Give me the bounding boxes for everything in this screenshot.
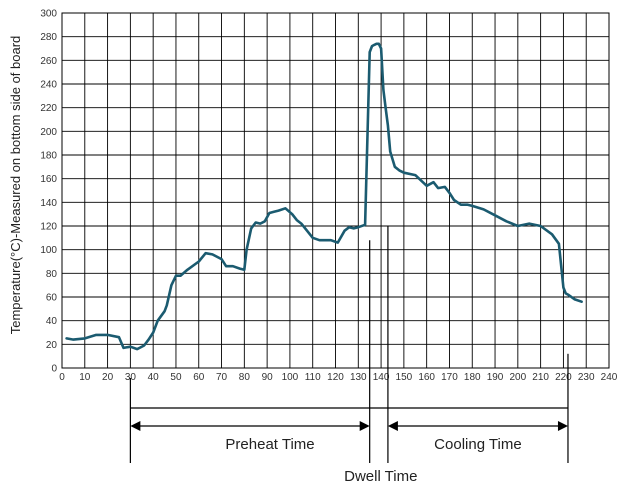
- y-tick-label: 100: [40, 245, 57, 256]
- x-tick-label: 230: [578, 372, 595, 383]
- y-tick-label: 260: [40, 56, 57, 67]
- y-tick-label: 0: [51, 364, 57, 375]
- x-tick-label: 240: [601, 372, 618, 383]
- x-tick-label: 130: [350, 372, 367, 383]
- temperature-profile-line: [65, 42, 583, 351]
- x-tick-label: 90: [262, 372, 274, 383]
- x-tick-label: 140: [373, 372, 390, 383]
- y-tick-label: 180: [40, 151, 57, 162]
- y-tick-label: 40: [46, 316, 58, 327]
- x-tick-label: 80: [239, 372, 251, 383]
- y-tick-label: 60: [46, 293, 58, 304]
- x-tick-label: 180: [464, 372, 481, 383]
- preheat-right-arrowhead: [359, 421, 370, 431]
- x-tick-label: 40: [148, 372, 160, 383]
- y-tick-label: 220: [40, 103, 57, 114]
- x-tick-label: 210: [532, 372, 549, 383]
- preheat-time-label: Preheat Time: [225, 436, 314, 453]
- tick-labels: 0 10 20 30 40 50 60 70 80 90 100 110 120 130 140 150 160…: [40, 9, 617, 384]
- cooling-time-label: Cooling Time: [434, 436, 522, 453]
- x-tick-label: 220: [555, 372, 572, 383]
- plot-area: [61, 12, 610, 369]
- x-tick-label: 120: [327, 372, 344, 383]
- cooling-time-label-bg: [431, 435, 525, 454]
- x-tick-label: 150: [396, 372, 413, 383]
- dwell-time-label-bg: [341, 467, 421, 486]
- y-tick-label: 140: [40, 198, 57, 209]
- dwell-time-label: Dwell Time: [344, 468, 417, 485]
- x-tick-label: 60: [193, 372, 205, 383]
- y-tick-label: 120: [40, 222, 57, 233]
- x-tick-label: 0: [59, 372, 65, 383]
- cooling-left-arrowhead: [387, 421, 398, 431]
- x-tick-label: 170: [441, 372, 458, 383]
- y-tick-label: 300: [40, 9, 57, 20]
- x-tick-label: 20: [102, 372, 114, 383]
- preheat-time-label-bg: [222, 435, 318, 454]
- x-tick-label: 100: [282, 372, 299, 383]
- x-tick-label: 110: [305, 372, 321, 383]
- x-tick-label: 160: [418, 372, 435, 383]
- y-tick-label: 80: [46, 269, 58, 280]
- y-tick-label: 20: [46, 340, 58, 351]
- x-tick-label: 30: [125, 372, 137, 383]
- x-tick-label: 200: [509, 372, 526, 383]
- x-tick-label: 70: [216, 372, 228, 383]
- preheat-left-arrowhead: [130, 421, 141, 431]
- x-tick-label: 10: [79, 372, 91, 383]
- y-tick-label: 240: [40, 80, 57, 91]
- grid-lines: [61, 12, 610, 369]
- y-tick-label: 200: [40, 127, 57, 138]
- y-tick-label: 280: [40, 32, 57, 43]
- x-tick-label: 190: [487, 372, 504, 383]
- y-axis-label: Temperature(°C)-Measured on bottom side …: [8, 36, 23, 335]
- x-tick-label: 50: [170, 372, 182, 383]
- cooling-right-arrowhead: [557, 421, 568, 431]
- timing-annotations: Preheat Time Cooling Time Dwell Time: [129, 226, 569, 486]
- y-tick-label: 160: [40, 174, 57, 185]
